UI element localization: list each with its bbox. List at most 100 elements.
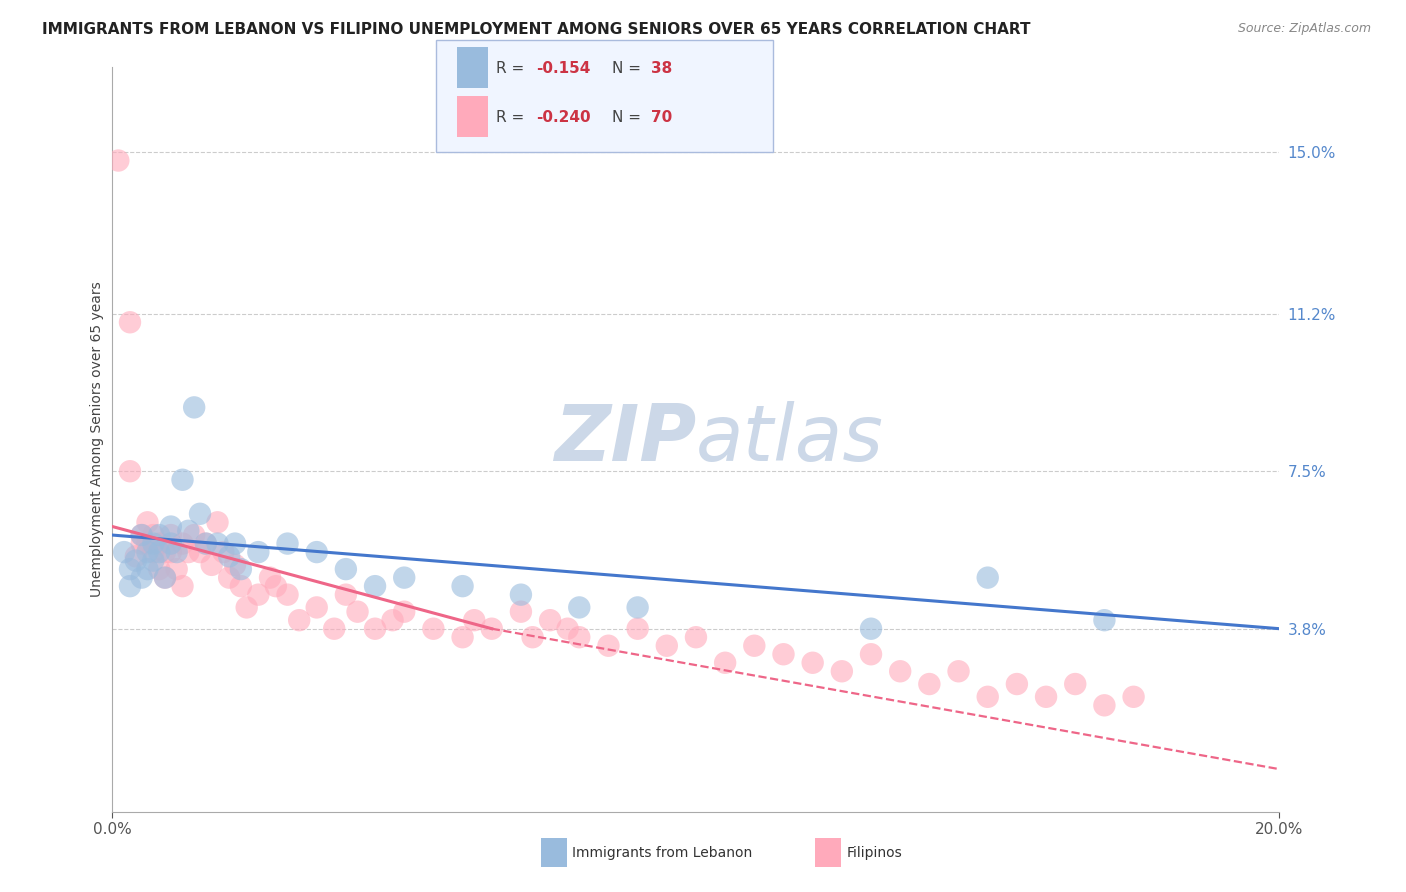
Point: [463, 613, 485, 627]
Point: [860, 647, 883, 661]
Point: [207, 536, 229, 550]
Point: [335, 588, 357, 602]
Point: [131, 528, 153, 542]
Text: atlas: atlas: [696, 401, 884, 477]
Point: [177, 524, 200, 538]
Point: [118, 562, 141, 576]
Point: [188, 507, 211, 521]
Text: IMMIGRANTS FROM LEBANON VS FILIPINO UNEMPLOYMENT AMONG SENIORS OVER 65 YEARS COR: IMMIGRANTS FROM LEBANON VS FILIPINO UNEM…: [42, 22, 1031, 37]
Point: [118, 315, 141, 329]
Point: [247, 545, 270, 559]
Point: [160, 545, 183, 559]
Point: [305, 600, 328, 615]
Point: [394, 605, 416, 619]
Point: [568, 630, 591, 644]
Point: [276, 536, 298, 550]
Point: [889, 665, 911, 679]
Point: [125, 549, 148, 564]
Point: [522, 630, 544, 644]
Point: [201, 558, 224, 572]
Point: [218, 571, 240, 585]
Point: [948, 665, 970, 679]
Point: [125, 553, 148, 567]
Text: -0.154: -0.154: [536, 61, 591, 76]
Point: [160, 528, 183, 542]
Point: [714, 656, 737, 670]
Point: [381, 613, 404, 627]
Point: [166, 562, 188, 576]
Point: [976, 690, 998, 704]
Point: [131, 536, 153, 550]
Point: [557, 622, 579, 636]
Point: [207, 516, 229, 530]
Point: [264, 579, 287, 593]
Point: [218, 549, 240, 564]
Point: [148, 528, 170, 542]
Text: -0.240: -0.240: [536, 110, 591, 125]
Point: [142, 553, 165, 567]
Point: [131, 571, 153, 585]
Point: [831, 665, 853, 679]
Point: [772, 647, 794, 661]
Point: [1035, 690, 1057, 704]
Point: [394, 571, 416, 585]
Point: [136, 545, 159, 559]
Point: [183, 528, 205, 542]
Point: [598, 639, 620, 653]
Point: [212, 545, 235, 559]
Point: [247, 588, 270, 602]
Point: [685, 630, 707, 644]
Point: [142, 528, 165, 542]
Point: [229, 579, 252, 593]
Point: [153, 545, 176, 559]
Point: [172, 536, 194, 550]
Point: [118, 464, 141, 478]
Point: [136, 516, 159, 530]
Point: [305, 545, 328, 559]
Point: [118, 579, 141, 593]
Point: [288, 613, 311, 627]
Text: N =: N =: [612, 110, 645, 125]
Point: [1094, 698, 1116, 713]
Point: [235, 600, 257, 615]
Point: [1094, 613, 1116, 627]
Text: Filipinos: Filipinos: [846, 846, 903, 860]
Text: R =: R =: [496, 61, 530, 76]
Text: Immigrants from Lebanon: Immigrants from Lebanon: [572, 846, 752, 860]
Point: [918, 677, 941, 691]
Point: [136, 536, 159, 550]
Point: [1064, 677, 1087, 691]
Point: [136, 562, 159, 576]
Point: [627, 622, 650, 636]
Point: [166, 545, 188, 559]
Point: [364, 579, 387, 593]
Text: Source: ZipAtlas.com: Source: ZipAtlas.com: [1237, 22, 1371, 36]
Point: [422, 622, 444, 636]
Point: [224, 536, 246, 550]
Point: [451, 630, 474, 644]
Point: [742, 639, 765, 653]
Point: [568, 600, 591, 615]
Point: [131, 528, 153, 542]
Point: [509, 605, 531, 619]
Point: [148, 545, 170, 559]
Point: [160, 519, 183, 533]
Point: [142, 536, 165, 550]
Text: 38: 38: [651, 61, 672, 76]
Point: [172, 579, 194, 593]
Point: [509, 588, 531, 602]
Point: [153, 571, 176, 585]
Point: [148, 562, 170, 576]
Point: [451, 579, 474, 593]
Point: [194, 536, 217, 550]
Point: [229, 562, 252, 576]
Y-axis label: Unemployment Among Seniors over 65 years: Unemployment Among Seniors over 65 years: [90, 282, 104, 597]
Point: [188, 545, 211, 559]
Point: [976, 571, 998, 585]
Point: [107, 153, 129, 168]
Point: [364, 622, 387, 636]
Text: 70: 70: [651, 110, 672, 125]
Point: [538, 613, 561, 627]
Point: [112, 545, 135, 559]
Point: [860, 622, 883, 636]
